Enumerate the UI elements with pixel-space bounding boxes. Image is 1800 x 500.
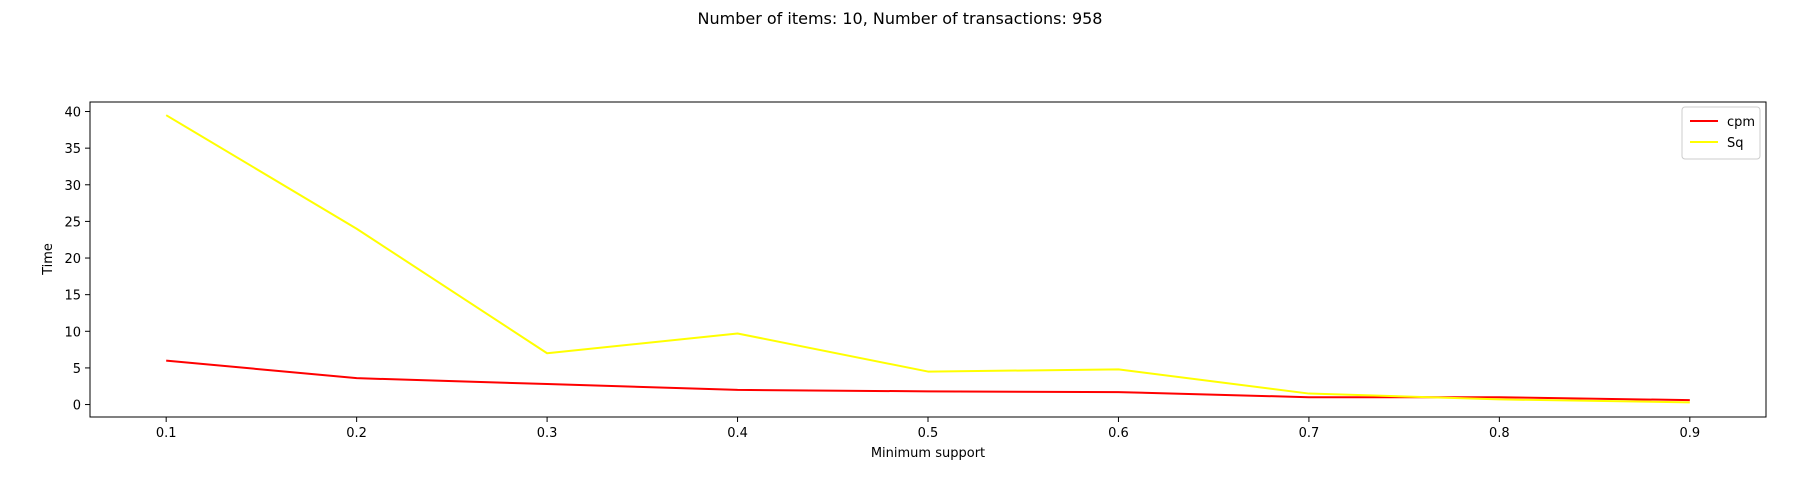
series-layer	[165, 114, 1690, 404]
y-tick-label: 40	[64, 106, 81, 121]
x-tick-label: 0.9	[1679, 426, 1700, 441]
y-tick-label: 30	[64, 179, 81, 194]
x-tick-label: 0.3	[537, 426, 558, 441]
y-tick-label: 35	[64, 142, 81, 157]
chart-title: Number of items: 10, Number of transacti…	[698, 9, 1103, 28]
y-tick-label: 10	[64, 325, 81, 340]
legend: cpm Sq	[1681, 106, 1761, 160]
plot-frame	[89, 101, 1767, 418]
y-tick-label: 25	[64, 215, 81, 230]
plot-area	[90, 102, 1766, 417]
x-tick-label: 0.8	[1489, 426, 1510, 441]
x-axis-title: Minimum support	[871, 446, 985, 461]
x-tick-label: 0.1	[156, 426, 177, 441]
y-tick-label: 5	[73, 362, 81, 377]
series-line-sq	[165, 114, 1690, 404]
legend-label: Sq	[1727, 136, 1744, 151]
y-axis-title: Time	[41, 243, 56, 276]
y-axis-ticks: 0 5 10 15 20 25 30 35 40	[64, 106, 90, 414]
x-tick-label: 0.6	[1108, 426, 1129, 441]
x-axis-ticks: 0.1 0.2 0.3 0.4 0.5 0.6 0.7 0.8 0.9	[156, 417, 1700, 441]
x-tick-label: 0.4	[727, 426, 748, 441]
legend-label: cpm	[1727, 115, 1755, 130]
x-tick-label: 0.7	[1299, 426, 1320, 441]
x-tick-label: 0.2	[346, 426, 367, 441]
y-tick-label: 20	[64, 252, 81, 267]
y-tick-label: 15	[64, 289, 81, 304]
y-tick-label: 0	[73, 399, 81, 414]
x-tick-label: 0.5	[918, 426, 939, 441]
